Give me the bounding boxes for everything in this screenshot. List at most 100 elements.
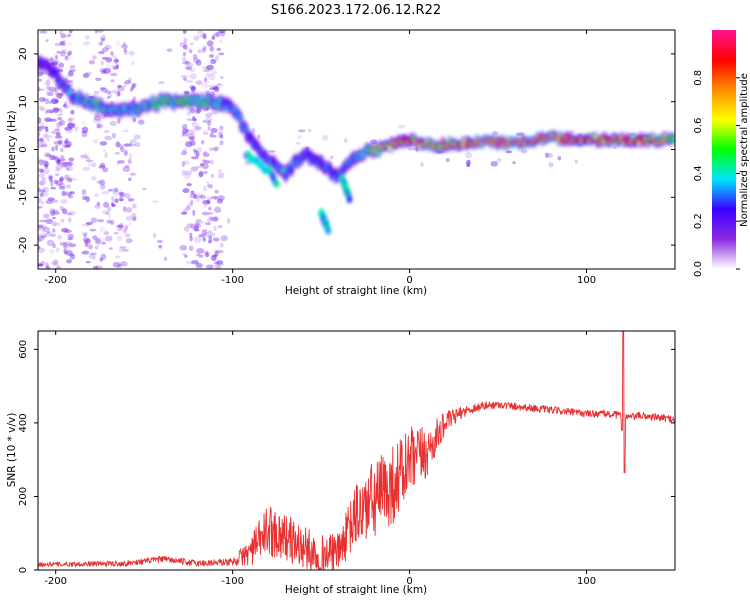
- spectrogram-speckle: [203, 171, 208, 175]
- spectrogram-speckle: [183, 77, 187, 82]
- spectrogram-speckle: [152, 232, 157, 239]
- spectrogram-speckle: [205, 73, 212, 77]
- spectrogram-speckle: [40, 137, 45, 143]
- spectrogram-speckle: [193, 57, 200, 64]
- spectrogram-speckle: [125, 207, 133, 213]
- spectrogram-speckle: [38, 206, 43, 209]
- spectrogram-speckle: [125, 215, 134, 221]
- spectrogram-speckle: [63, 145, 71, 148]
- spectrogram-speckle: [124, 225, 129, 230]
- spectrogram-speckle: [189, 236, 193, 242]
- spectrogram-speckle: [179, 245, 188, 251]
- spectrogram-speckle: [184, 48, 193, 52]
- spectrogram-speckle: [88, 60, 96, 65]
- spectrogram-speckle: [122, 166, 130, 173]
- spectrogram-speckle: [60, 218, 65, 223]
- spectrogram-speckle: [99, 41, 103, 47]
- spectrogram-speckle: [50, 110, 54, 114]
- spectrogram-speckle: [193, 229, 201, 232]
- spectrogram-speckle: [133, 134, 141, 140]
- spectrogram-speckle: [195, 265, 203, 269]
- spectrogram-speckle: [85, 159, 94, 163]
- spectrogram-speckle: [184, 254, 188, 258]
- spectrogram-speckle: [103, 130, 110, 133]
- spectrogram-speckle: [84, 71, 92, 76]
- spectrogram-speckle: [213, 215, 219, 223]
- spectrogram-speckle: [51, 208, 56, 214]
- spectrogram-speckle: [548, 162, 554, 168]
- spectrogram-speckle: [83, 233, 87, 238]
- spectrogram-speckle: [90, 176, 97, 181]
- spectrogram-xlabel: Height of straight line (km): [285, 285, 427, 297]
- spectrogram-speckle: [180, 75, 189, 78]
- spectrogram-speckle: [50, 186, 56, 190]
- spectrogram-speckle: [118, 191, 123, 197]
- spectrogram-speckle: [51, 60, 58, 66]
- spectrogram-speckle: [56, 121, 62, 128]
- colorbar-ticks: 0.0 0.2 0.4 0.6 0.8: [693, 70, 740, 277]
- spectrogram-speckle: [118, 144, 123, 148]
- spectrogram-speckle: [41, 187, 48, 190]
- spectrogram-speckle: [38, 126, 41, 130]
- spectrogram-speckle: [189, 194, 195, 199]
- spectrogram-speckle: [52, 108, 61, 112]
- spectrogram-speckle: [130, 143, 136, 147]
- spectrogram-speckle: [66, 166, 70, 171]
- spectrogram-branch: [325, 226, 332, 235]
- spectrogram-speckle: [182, 61, 191, 65]
- spectrogram-speckle: [92, 119, 101, 125]
- spectrogram-speckle: [108, 247, 113, 250]
- spectrogram-speckle: [211, 36, 216, 41]
- spectrogram-speckle: [90, 252, 97, 256]
- spectrogram-speckle: [81, 188, 87, 196]
- spectrogram-speckle: [61, 227, 69, 233]
- spectrogram-speckle: [68, 157, 75, 162]
- spectrogram-ytick-label: -10: [18, 189, 29, 205]
- spectrogram-speckle: [574, 159, 578, 164]
- spectrogram-speckle: [59, 110, 63, 115]
- spectrogram-speckle: [131, 60, 135, 66]
- spectrogram-speckle: [193, 35, 200, 41]
- spectrogram-speckle: [186, 183, 192, 187]
- spectrogram-speckle: [40, 125, 48, 130]
- spectrogram-speckle: [85, 260, 91, 264]
- spectrogram-speckle: [189, 232, 193, 238]
- spectrogram-speckle: [38, 69, 44, 75]
- spectrogram-speckle: [192, 116, 196, 122]
- spectrogram-speckle: [60, 33, 67, 39]
- spectrogram-speckle: [445, 158, 450, 163]
- spectrogram-speckle: [58, 30, 64, 35]
- spectrogram-speckle: [101, 37, 105, 42]
- spectrogram-speckle: [42, 226, 50, 233]
- spectrogram-speckle: [82, 41, 90, 46]
- spectrogram-speckle: [40, 234, 47, 239]
- spectrogram-speckle: [85, 221, 93, 226]
- spectrogram-speckle: [46, 85, 51, 90]
- spectrogram-speckle: [214, 206, 222, 214]
- spectrogram-speckle: [59, 176, 64, 182]
- spectrogram-ytick-label: -20: [18, 237, 29, 253]
- spectrogram-speckle: [218, 265, 222, 269]
- spectrogram-speckle: [218, 52, 225, 56]
- spectrogram-speckle: [181, 128, 188, 135]
- spectrogram-speckle: [196, 195, 203, 198]
- spectrogram-speckle: [123, 206, 127, 213]
- snr-series-line: [38, 331, 675, 570]
- spectrogram-speckle: [41, 224, 47, 230]
- spectrogram-speckle: [183, 37, 188, 44]
- spectrogram-speckle: [54, 173, 60, 176]
- spectrogram-speckle: [80, 130, 88, 134]
- spectrogram-speckle: [198, 233, 206, 238]
- spectrogram-speckle: [119, 195, 123, 202]
- spectrogram-speckle: [219, 125, 224, 131]
- spectrogram-speckle: [130, 212, 137, 219]
- spectrogram-speckle: [56, 159, 62, 166]
- spectrogram-speckle: [59, 62, 65, 67]
- spectrogram-speckle: [137, 119, 145, 125]
- spectrogram-speckle: [217, 195, 225, 201]
- spectrogram-speckle: [86, 41, 91, 44]
- snr-axes: -200 -100 0 100 0 200 400 600: [18, 331, 675, 587]
- spectrogram-speckle: [48, 109, 55, 114]
- spectrogram-speckle: [43, 133, 50, 139]
